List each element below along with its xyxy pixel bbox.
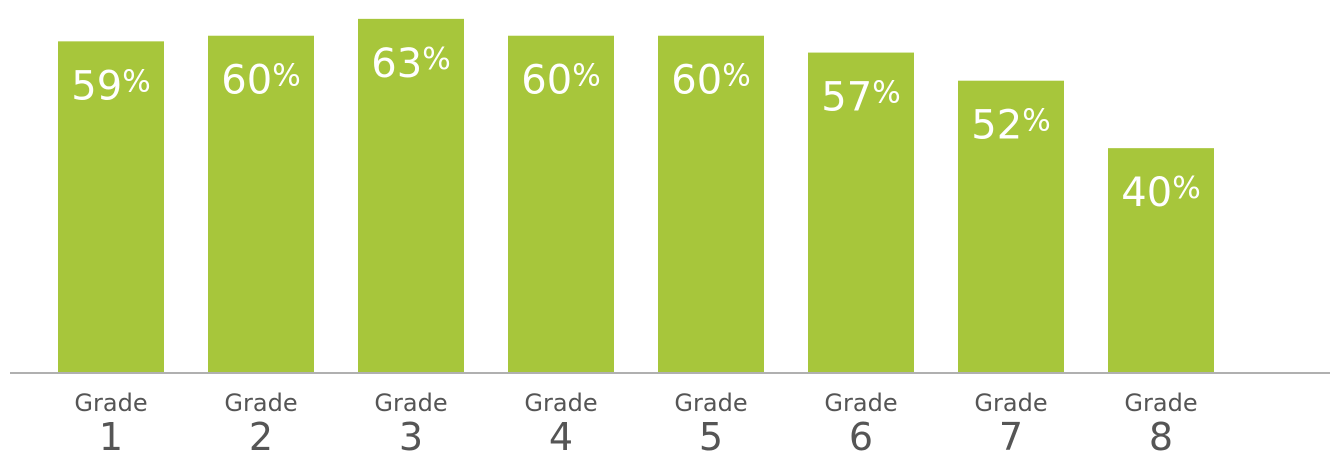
x-tick-label-number: 4 [549,415,573,458]
x-tick-label-number: 7 [999,415,1023,458]
x-tick-label-word: Grade [974,389,1047,417]
x-tick-label-word: Grade [824,389,897,417]
data-label-1: 59% [71,63,150,109]
x-tick-label-word: Grade [224,389,297,417]
x-tick-label-word: Grade [524,389,597,417]
bar-6 [808,52,914,373]
x-tick-label-number: 6 [849,415,873,458]
data-label-3: 63% [371,41,450,87]
x-tick-label-number: 5 [699,415,723,458]
bar-5 [658,35,764,374]
x-tick-label-word: Grade [674,389,747,417]
bar-1 [58,41,164,374]
data-labels-group: 59% 60% 63% 60% 60% 57% 52% 40% [71,41,1200,216]
data-label-2: 60% [221,58,300,104]
x-tick-label-word: Grade [74,389,147,417]
x-tick-label-word: Grade [1124,389,1197,417]
data-label-7: 52% [971,103,1050,149]
x-tick-label-number: 2 [249,415,273,458]
x-tick-label-word: Grade [374,389,447,417]
bar-8 [1108,148,1214,373]
data-label-6: 57% [821,75,900,121]
data-label-5: 60% [671,58,750,104]
data-label-4: 60% [521,58,600,104]
bar-4 [508,35,614,374]
x-tick-label-number: 8 [1149,415,1173,458]
bar-7 [958,80,1064,374]
bar-2 [208,35,314,374]
data-label-8: 40% [1121,170,1200,216]
bar-3 [358,18,464,373]
x-tick-labels-group: Grade1Grade2Grade3Grade4Grade5Grade6Grad… [74,389,1197,458]
bars-group [58,18,1214,374]
x-tick-label-number: 1 [99,415,123,458]
x-tick-label-number: 3 [399,415,423,458]
